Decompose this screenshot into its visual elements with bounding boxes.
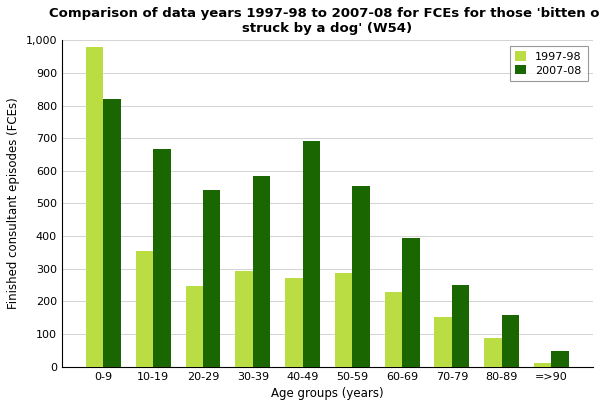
Bar — [502, 315, 519, 367]
Bar — [484, 338, 502, 367]
Bar — [434, 317, 452, 367]
Title: Comparison of data years 1997-98 to 2007-08 for FCEs for those 'bitten or
struck: Comparison of data years 1997-98 to 2007… — [49, 7, 600, 35]
Bar — [285, 278, 302, 367]
Bar — [302, 141, 320, 367]
X-axis label: Age groups (years): Age groups (years) — [271, 387, 384, 400]
Bar — [253, 176, 270, 367]
Bar — [551, 351, 569, 367]
Bar — [136, 251, 153, 367]
Bar — [352, 186, 370, 367]
Bar — [103, 99, 121, 367]
Bar — [452, 285, 469, 367]
Bar — [86, 47, 103, 367]
Bar — [385, 292, 402, 367]
Bar — [534, 363, 551, 367]
Bar — [235, 271, 253, 367]
Bar — [203, 190, 220, 367]
Y-axis label: Finished consultant episodes (FCEs): Finished consultant episodes (FCEs) — [7, 98, 20, 309]
Bar — [335, 273, 352, 367]
Bar — [402, 239, 419, 367]
Legend: 1997-98, 2007-08: 1997-98, 2007-08 — [510, 46, 587, 81]
Bar — [185, 286, 203, 367]
Bar — [153, 149, 170, 367]
